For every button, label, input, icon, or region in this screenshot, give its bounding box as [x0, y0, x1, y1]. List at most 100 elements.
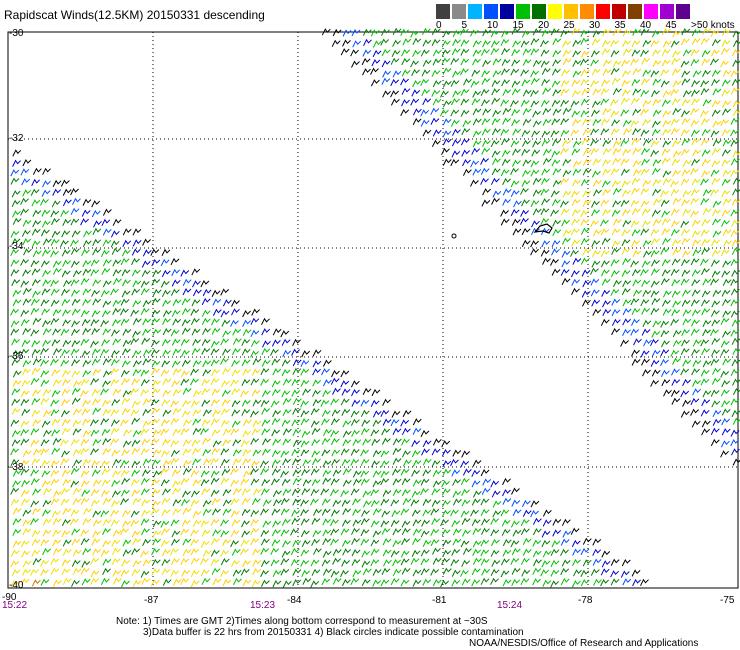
wind-barb	[502, 579, 512, 587]
wind-barb	[20, 318, 30, 327]
wind-barb	[121, 348, 131, 356]
wind-barb	[700, 178, 709, 186]
wind-barb	[211, 289, 221, 298]
wind-barb	[243, 470, 252, 478]
wind-barb	[231, 308, 240, 316]
wind-barb	[462, 529, 471, 537]
wind-barb	[130, 409, 140, 417]
wind-barb	[72, 269, 82, 278]
wind-barb	[672, 169, 681, 177]
wind-barb	[542, 509, 552, 517]
wind-barb	[300, 440, 310, 448]
wind-barb	[200, 427, 209, 436]
wind-barb	[31, 549, 41, 557]
wind-barb	[661, 218, 671, 226]
wind-barb	[282, 349, 292, 358]
wind-barb	[380, 450, 390, 458]
wind-barb	[702, 207, 712, 216]
wind-barb	[530, 37, 540, 46]
wind-barb	[702, 390, 712, 398]
wind-barb	[671, 378, 681, 386]
wind-barb	[400, 550, 410, 558]
wind-barb	[250, 329, 260, 338]
wind-barb	[582, 559, 592, 567]
wind-barb	[641, 328, 651, 336]
wind-barb	[361, 578, 371, 587]
wind-barb	[621, 559, 631, 567]
wind-barb	[43, 409, 52, 418]
wind-barb	[730, 288, 740, 296]
wind-barb	[82, 198, 92, 206]
wind-barb	[582, 248, 592, 256]
wind-barb	[132, 350, 142, 358]
wind-barb	[691, 309, 701, 317]
wind-barb	[442, 449, 451, 457]
wind-barb	[711, 100, 721, 108]
wind-barb	[322, 359, 332, 367]
wind-barb	[591, 100, 601, 108]
wind-barb	[42, 547, 51, 556]
wind-barb	[362, 568, 372, 576]
wind-barb	[151, 489, 161, 497]
wind-barb	[622, 318, 632, 326]
wind-barb	[572, 558, 581, 567]
wind-barb	[540, 99, 550, 107]
wind-barb	[562, 58, 572, 66]
wind-barb	[152, 449, 162, 457]
wind-barb	[350, 380, 360, 388]
wind-barb	[600, 318, 610, 327]
lat-label: -34	[9, 241, 24, 252]
wind-barb	[350, 410, 360, 418]
wind-barb	[240, 539, 250, 547]
wind-barb	[471, 498, 481, 506]
wind-barb	[61, 398, 70, 407]
wind-barb	[572, 168, 582, 176]
wind-barb	[612, 148, 622, 156]
wind-barb	[150, 398, 160, 407]
wind-barb	[461, 450, 471, 458]
wind-barb	[451, 150, 461, 158]
wind-barb	[140, 307, 150, 316]
wind-barb	[621, 79, 631, 87]
wind-barb	[431, 89, 441, 97]
wind-barb	[721, 79, 731, 87]
wind-barb	[392, 438, 402, 446]
wind-barb	[691, 79, 700, 88]
wind-barb	[500, 570, 510, 578]
wind-barb	[271, 380, 281, 388]
wind-barb	[370, 499, 380, 508]
wind-barb	[722, 278, 732, 286]
wind-barb	[251, 579, 261, 588]
wind-barb	[262, 520, 272, 528]
wind-barb	[712, 209, 721, 217]
wind-barb	[131, 288, 141, 296]
wind-barb	[310, 420, 320, 428]
wind-barb	[430, 538, 440, 547]
wind-barb	[562, 107, 572, 115]
wind-barb	[210, 348, 220, 356]
wind-barb	[61, 249, 71, 257]
wind-barb	[531, 227, 540, 235]
wind-barb	[372, 508, 382, 516]
wind-barb	[330, 538, 339, 546]
wind-barb	[611, 327, 620, 336]
wind-barb	[200, 520, 210, 528]
wind-barb	[120, 497, 129, 506]
wind-barb	[642, 99, 652, 108]
wind-barb	[250, 378, 260, 386]
wind-barb	[530, 48, 540, 56]
wind-barb	[150, 339, 160, 348]
wind-barb	[260, 460, 269, 468]
wind-barb	[41, 189, 51, 197]
wind-barb	[730, 129, 739, 137]
wind-barb	[400, 579, 410, 587]
wind-barb	[692, 339, 702, 347]
wind-barb	[661, 258, 671, 267]
wind-barb	[102, 228, 112, 236]
wind-barb	[160, 539, 170, 548]
wind-barb	[292, 477, 302, 485]
wind-barb	[682, 309, 692, 317]
wind-barb	[512, 128, 522, 136]
wind-barb	[442, 468, 452, 477]
wind-barb	[111, 449, 121, 457]
